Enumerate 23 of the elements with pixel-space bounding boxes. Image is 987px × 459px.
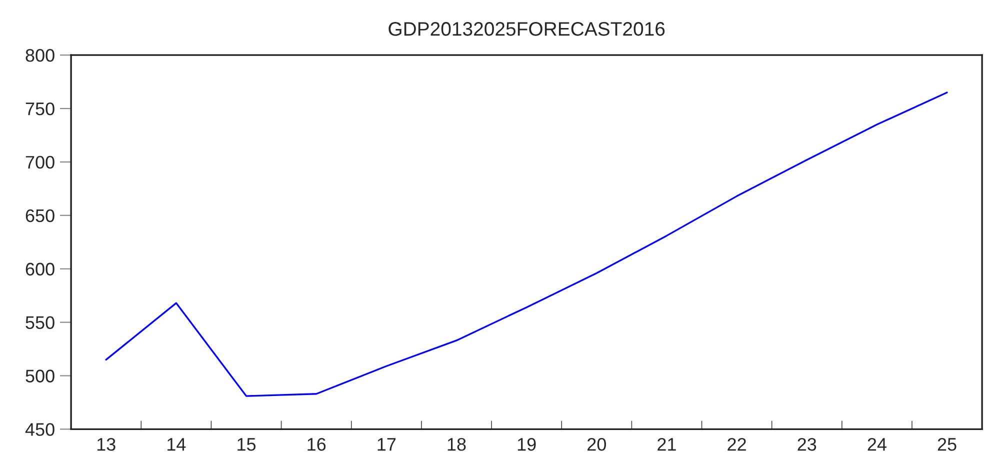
x-tick-label: 21 (658, 438, 676, 451)
x-tick-label: 20 (588, 438, 606, 451)
x-tick-label: 18 (448, 438, 466, 451)
x-tick-label: 19 (518, 438, 536, 451)
line-series (105, 92, 948, 397)
y-tick-label: 500 (26, 370, 54, 382)
y-tick-label: 750 (26, 102, 54, 116)
chart-title: GDP20132025FORECAST2016 (388, 22, 665, 36)
x-tick-label: 17 (378, 438, 396, 451)
y-tick-label: 450 (25, 423, 54, 436)
x-tick-label: 24 (868, 438, 886, 451)
y-tick-label: 650 (26, 209, 54, 222)
y-tick-label: 700 (26, 156, 54, 169)
x-tick-label: 13 (97, 438, 116, 451)
y-tick-label: 800 (26, 49, 54, 62)
y-tick-label: 550 (26, 316, 54, 330)
x-tick-label: 25 (938, 438, 956, 451)
x-tick-label: 15 (238, 438, 256, 451)
x-tick-label: 23 (798, 438, 816, 451)
x-tick-label: 14 (168, 438, 186, 451)
x-tick-label: 22 (728, 438, 746, 451)
y-tick-label: 600 (26, 262, 54, 276)
x-tick-label: 16 (308, 438, 326, 451)
